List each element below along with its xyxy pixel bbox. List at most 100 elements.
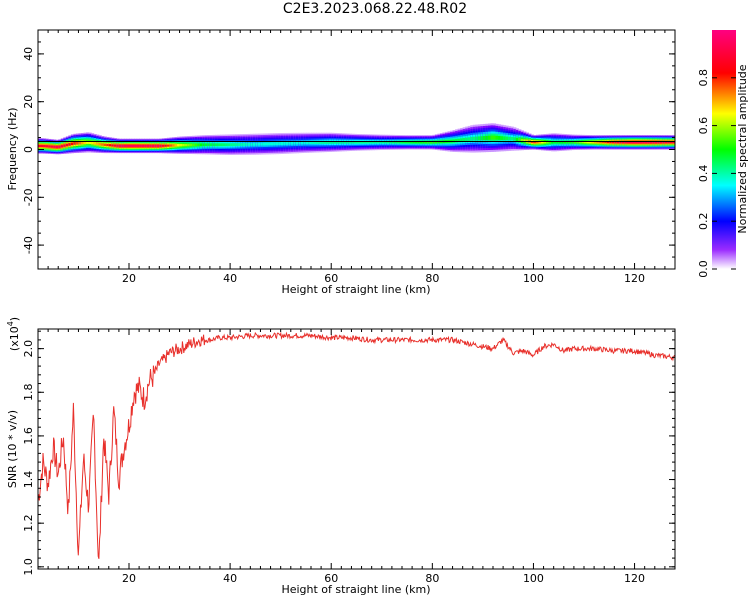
x-tick-label: 60	[324, 272, 338, 285]
spectrum-cell	[505, 136, 509, 141]
spectrum-cell	[118, 144, 123, 147]
spectrum-cell	[616, 141, 620, 144]
spectrum-cell	[38, 144, 42, 148]
spectrum-cell	[121, 144, 125, 147]
spectrum-cell	[359, 141, 363, 144]
colorbar-tick-label: 0.4	[697, 165, 710, 183]
spectrum-cell	[75, 141, 80, 145]
spectrum-cell	[601, 141, 605, 144]
spectrum-cell	[644, 141, 648, 144]
snr-x-axis-label: Height of straight line (km)	[281, 583, 430, 596]
spectrogram-y-axis-label: Frequency (Hz)	[6, 108, 19, 191]
spectrum-cell	[101, 143, 105, 146]
spectrum-cell	[467, 137, 471, 142]
spectrum-cell	[654, 141, 658, 144]
spectrum-cell	[273, 142, 277, 146]
spectrum-cell	[252, 142, 256, 146]
spectrum-cell	[429, 141, 433, 144]
spectrum-cell	[662, 141, 666, 144]
spectrum-cell	[184, 143, 188, 147]
spectrum-cell	[80, 141, 85, 145]
spectrogram-ticks: 20 40 60 80 100 120 -40 -20 0 20 40	[22, 29, 676, 285]
spectrum-cell	[356, 141, 360, 144]
spectrum-cell	[346, 141, 350, 144]
spectrum-cell	[311, 141, 315, 145]
spectrum-cell	[672, 141, 675, 144]
spectrum-cell	[637, 141, 641, 144]
spectrum-cell	[493, 135, 497, 140]
spectrum-cell	[108, 144, 112, 147]
spectrum-cell	[288, 141, 292, 145]
spectrum-cell	[230, 143, 234, 147]
spectrum-cell	[123, 144, 128, 147]
x-tick-label: 60	[324, 572, 338, 585]
spectrum-cell	[73, 142, 77, 145]
spectrum-cell	[257, 142, 262, 146]
spectrum-cell	[149, 144, 153, 147]
spectrum-cell	[144, 144, 148, 147]
spectrum-cell	[386, 141, 390, 144]
spectrum-cell	[571, 141, 575, 144]
spectrum-cell	[290, 141, 294, 145]
spectrum-cell	[336, 141, 340, 144]
spectrum-cell	[260, 142, 264, 146]
spectrum-cell	[376, 141, 380, 144]
spectrum-cell	[275, 142, 279, 146]
spectrum-cell	[341, 141, 345, 144]
spectrum-cell	[323, 141, 327, 144]
spectrum-cell	[129, 144, 133, 147]
spectrum-cell	[222, 143, 226, 147]
spectrum-cell	[202, 143, 206, 147]
spectrum-cell	[414, 141, 418, 144]
spectrum-cell	[93, 141, 97, 145]
spectrum-cell	[270, 142, 274, 146]
spectrum-cell	[556, 141, 560, 144]
spectrum-cell	[285, 141, 289, 145]
spectrum-cell	[43, 144, 47, 148]
spectrum-cell	[642, 141, 646, 144]
spectrum-cell	[53, 145, 57, 148]
spectrum-cell	[111, 144, 115, 147]
spectrum-cell	[333, 140, 337, 144]
spectrum-cell	[134, 144, 138, 147]
spectrum-cell	[381, 141, 385, 144]
spectrum-cell	[503, 136, 507, 141]
spectrum-cell	[194, 143, 198, 147]
spectrum-cell	[177, 144, 181, 147]
spectrum-cell	[647, 141, 651, 144]
spectrum-cell	[480, 136, 484, 141]
spectrum-cell	[343, 141, 347, 144]
spectrum-cell	[116, 144, 120, 147]
spectrum-cell	[417, 141, 421, 144]
spectrum-cell	[159, 144, 163, 147]
spectrum-cell	[632, 141, 636, 144]
snr-y-axis-label: SNR (10 * v/v)	[6, 410, 19, 488]
spectrum-cell	[353, 141, 358, 144]
colorbar-tick-label: 0.2	[697, 212, 710, 230]
y-tick-label: 0	[22, 146, 35, 153]
spectrum-cell	[146, 144, 150, 147]
spectrum-cell	[384, 141, 388, 144]
spectrum-cell	[407, 141, 411, 144]
spectrum-cell	[55, 145, 59, 149]
spectrum-cell	[427, 141, 431, 144]
spectrum-cell	[331, 140, 335, 144]
x-tick-label: 80	[425, 272, 439, 285]
spectrum-cell	[584, 141, 588, 144]
spectrum-cell	[551, 141, 555, 144]
x-tick-label: 120	[624, 272, 645, 285]
spectrum-cell	[515, 137, 519, 141]
spectrum-cell	[187, 143, 191, 147]
spectrum-cell	[520, 138, 524, 142]
spectrum-cell	[199, 143, 203, 147]
spectrum-cell	[204, 143, 208, 147]
spectrum-cell	[338, 141, 342, 144]
spectrum-cell	[303, 141, 307, 145]
spectrum-cell	[305, 141, 310, 145]
spectrum-cell	[606, 141, 610, 144]
spectrum-cell	[91, 141, 95, 145]
spectrum-cell	[171, 144, 176, 147]
spectrum-cell	[351, 141, 355, 144]
spectrum-cell	[182, 143, 186, 147]
spectrum-cell	[283, 141, 287, 145]
